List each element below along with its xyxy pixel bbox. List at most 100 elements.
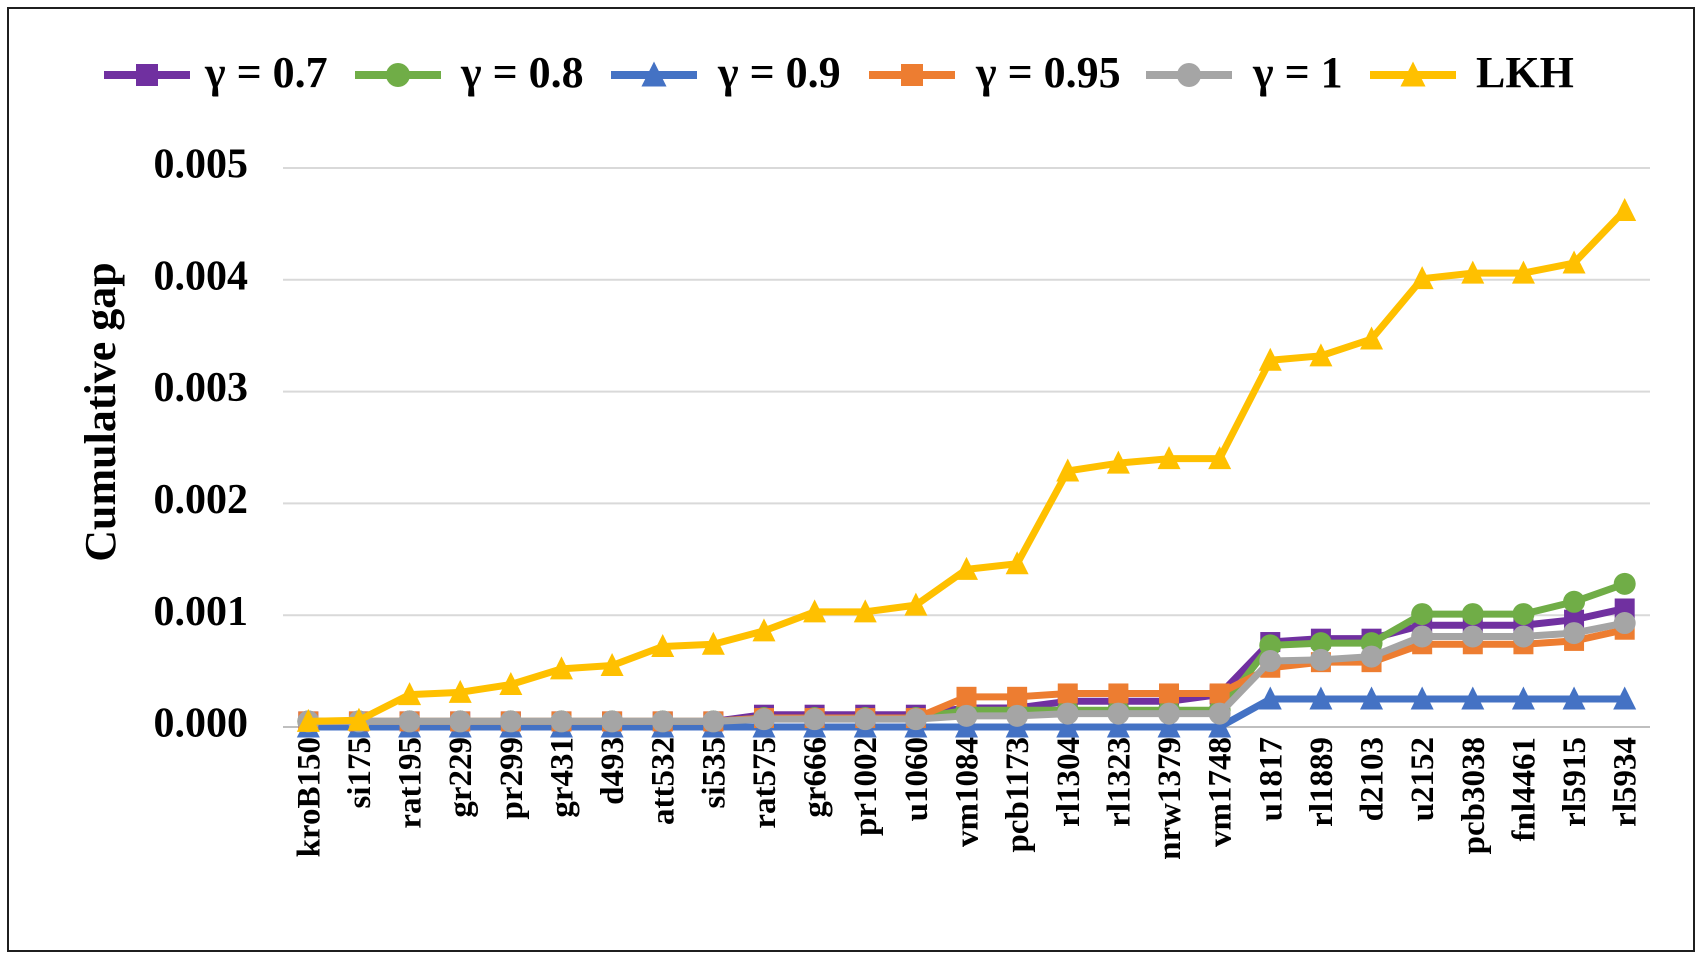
legend-label: γ = 0.95 — [975, 48, 1121, 97]
data-point-gamma-1 — [1158, 702, 1181, 725]
data-point-gamma-0-9 — [1410, 686, 1434, 710]
x-tick-label: rl5934 — [1608, 737, 1644, 827]
data-point-gamma-0-95 — [1209, 683, 1230, 704]
data-point-lkh — [600, 653, 624, 677]
x-tick-label: si175 — [342, 737, 378, 809]
series-group — [296, 197, 1637, 738]
series-gamma-1 — [297, 612, 1636, 733]
data-point-gamma-0-9 — [1258, 686, 1282, 710]
x-tick-label: u1817 — [1253, 737, 1289, 821]
data-point-gamma-1 — [1107, 702, 1130, 725]
data-point-gamma-0-95 — [1057, 683, 1078, 704]
data-point-lkh — [347, 707, 371, 731]
series-lkh — [296, 197, 1637, 732]
x-tick-label: d493 — [595, 737, 631, 805]
legend-marker — [1400, 61, 1426, 87]
legend-item-gamma-0-9: γ = 0.9 — [611, 48, 841, 97]
x-tick-label: pcb3038 — [1456, 737, 1492, 854]
data-point-gamma-1 — [1309, 648, 1332, 671]
data-point-gamma-0-8 — [1563, 590, 1586, 613]
x-tick-label: vm1084 — [950, 737, 986, 847]
data-point-gamma-0-9 — [1511, 686, 1535, 710]
y-tick-label: 0.001 — [154, 589, 249, 635]
data-point-gamma-0-8 — [1259, 634, 1282, 657]
x-tick-label: gr666 — [798, 737, 834, 818]
data-point-lkh — [752, 618, 776, 642]
data-point-lkh — [1157, 446, 1181, 470]
y-tick-label: 0.000 — [154, 701, 249, 747]
data-point-lkh — [1056, 458, 1080, 482]
data-point-gamma-1 — [651, 710, 674, 733]
data-point-gamma-0-8 — [1613, 572, 1636, 595]
data-point-lkh — [1208, 446, 1232, 470]
data-point-lkh — [853, 599, 877, 623]
data-point-gamma-0-9 — [1562, 686, 1586, 710]
data-point-gamma-0-8 — [1512, 603, 1535, 626]
data-point-gamma-0-95 — [956, 686, 977, 707]
data-point-lkh — [803, 599, 827, 623]
x-tick-label: rl1889 — [1304, 737, 1340, 827]
data-point-gamma-1 — [1360, 645, 1383, 668]
data-point-lkh — [1410, 266, 1434, 290]
data-point-gamma-0-95 — [1108, 683, 1129, 704]
y-tick-label: 0.003 — [154, 365, 249, 411]
legend-item-gamma-0-95: γ = 0.95 — [869, 48, 1121, 97]
data-point-lkh — [701, 631, 725, 655]
data-point-gamma-1 — [1259, 650, 1282, 673]
data-point-lkh — [499, 672, 523, 696]
data-point-lkh — [296, 708, 320, 732]
legend: γ = 0.7 γ = 0.8 γ = 0.9 γ = 0.95 γ = 1 LKH — [104, 48, 1574, 97]
data-point-lkh — [549, 656, 573, 680]
data-point-gamma-1 — [550, 710, 573, 733]
x-tick-label: pcb1173 — [1000, 737, 1036, 853]
x-tick-label: fnl4461 — [1506, 737, 1542, 842]
data-point-gamma-1 — [1208, 702, 1231, 725]
x-tick-label: u2152 — [1405, 737, 1441, 821]
x-tick-label: kroB150 — [291, 737, 327, 857]
data-point-gamma-1 — [1512, 625, 1535, 648]
data-point-gamma-0-8 — [1461, 603, 1484, 626]
data-point-gamma-0-9 — [1056, 714, 1080, 738]
x-tick-label: rat575 — [747, 737, 783, 829]
data-point-gamma-0-9 — [1360, 686, 1384, 710]
data-point-gamma-1 — [1613, 612, 1636, 635]
data-point-gamma-0-9 — [1461, 686, 1485, 710]
x-tick-label: u1060 — [899, 737, 935, 821]
data-point-gamma-1 — [1006, 704, 1029, 727]
legend-marker — [136, 64, 158, 86]
data-point-gamma-0-8 — [1411, 603, 1434, 626]
legend-item-gamma-0-7: γ = 0.7 — [104, 48, 328, 97]
legend-item-gamma-0-8: γ = 0.8 — [355, 48, 584, 97]
data-point-gamma-1 — [1056, 702, 1079, 725]
x-tick-label: d2103 — [1355, 737, 1391, 821]
x-tick-label: vm1748 — [1203, 737, 1239, 847]
data-point-gamma-1 — [1563, 622, 1586, 645]
x-tick-label: rl1304 — [1051, 737, 1087, 827]
legend-label: LKH — [1476, 48, 1574, 97]
y-tick-label: 0.004 — [154, 253, 249, 299]
x-tick-label: gr431 — [544, 737, 580, 818]
data-point-lkh — [1005, 551, 1029, 575]
y-axis-ticks: 0.000 0.001 0.002 0.003 0.004 0.005 — [154, 142, 249, 747]
data-point-lkh — [904, 592, 928, 616]
data-point-gamma-1 — [601, 710, 624, 733]
data-point-gamma-0-9 — [1157, 714, 1181, 738]
legend-label: γ = 1 — [1252, 48, 1343, 97]
data-point-gamma-0-9 — [1309, 686, 1333, 710]
data-point-lkh — [1562, 250, 1586, 274]
legend-marker — [386, 63, 410, 87]
data-point-gamma-1 — [702, 710, 725, 733]
data-point-lkh — [1258, 347, 1282, 371]
x-axis-ticks: kroB150 si175 rat195 gr229 pr299 gr431 d493 att… — [291, 737, 1643, 860]
data-point-gamma-1 — [1411, 625, 1434, 648]
x-tick-label: att532 — [646, 737, 682, 825]
data-point-gamma-0-9 — [1208, 714, 1232, 738]
y-tick-label: 0.005 — [154, 142, 249, 188]
data-point-gamma-1 — [955, 704, 978, 727]
y-axis-label: Cumulative gap — [76, 262, 125, 561]
x-tick-label: pr1002 — [848, 737, 884, 836]
legend-marker — [641, 61, 667, 87]
data-point-lkh — [1106, 450, 1130, 474]
data-point-gamma-0-9 — [1613, 686, 1637, 710]
